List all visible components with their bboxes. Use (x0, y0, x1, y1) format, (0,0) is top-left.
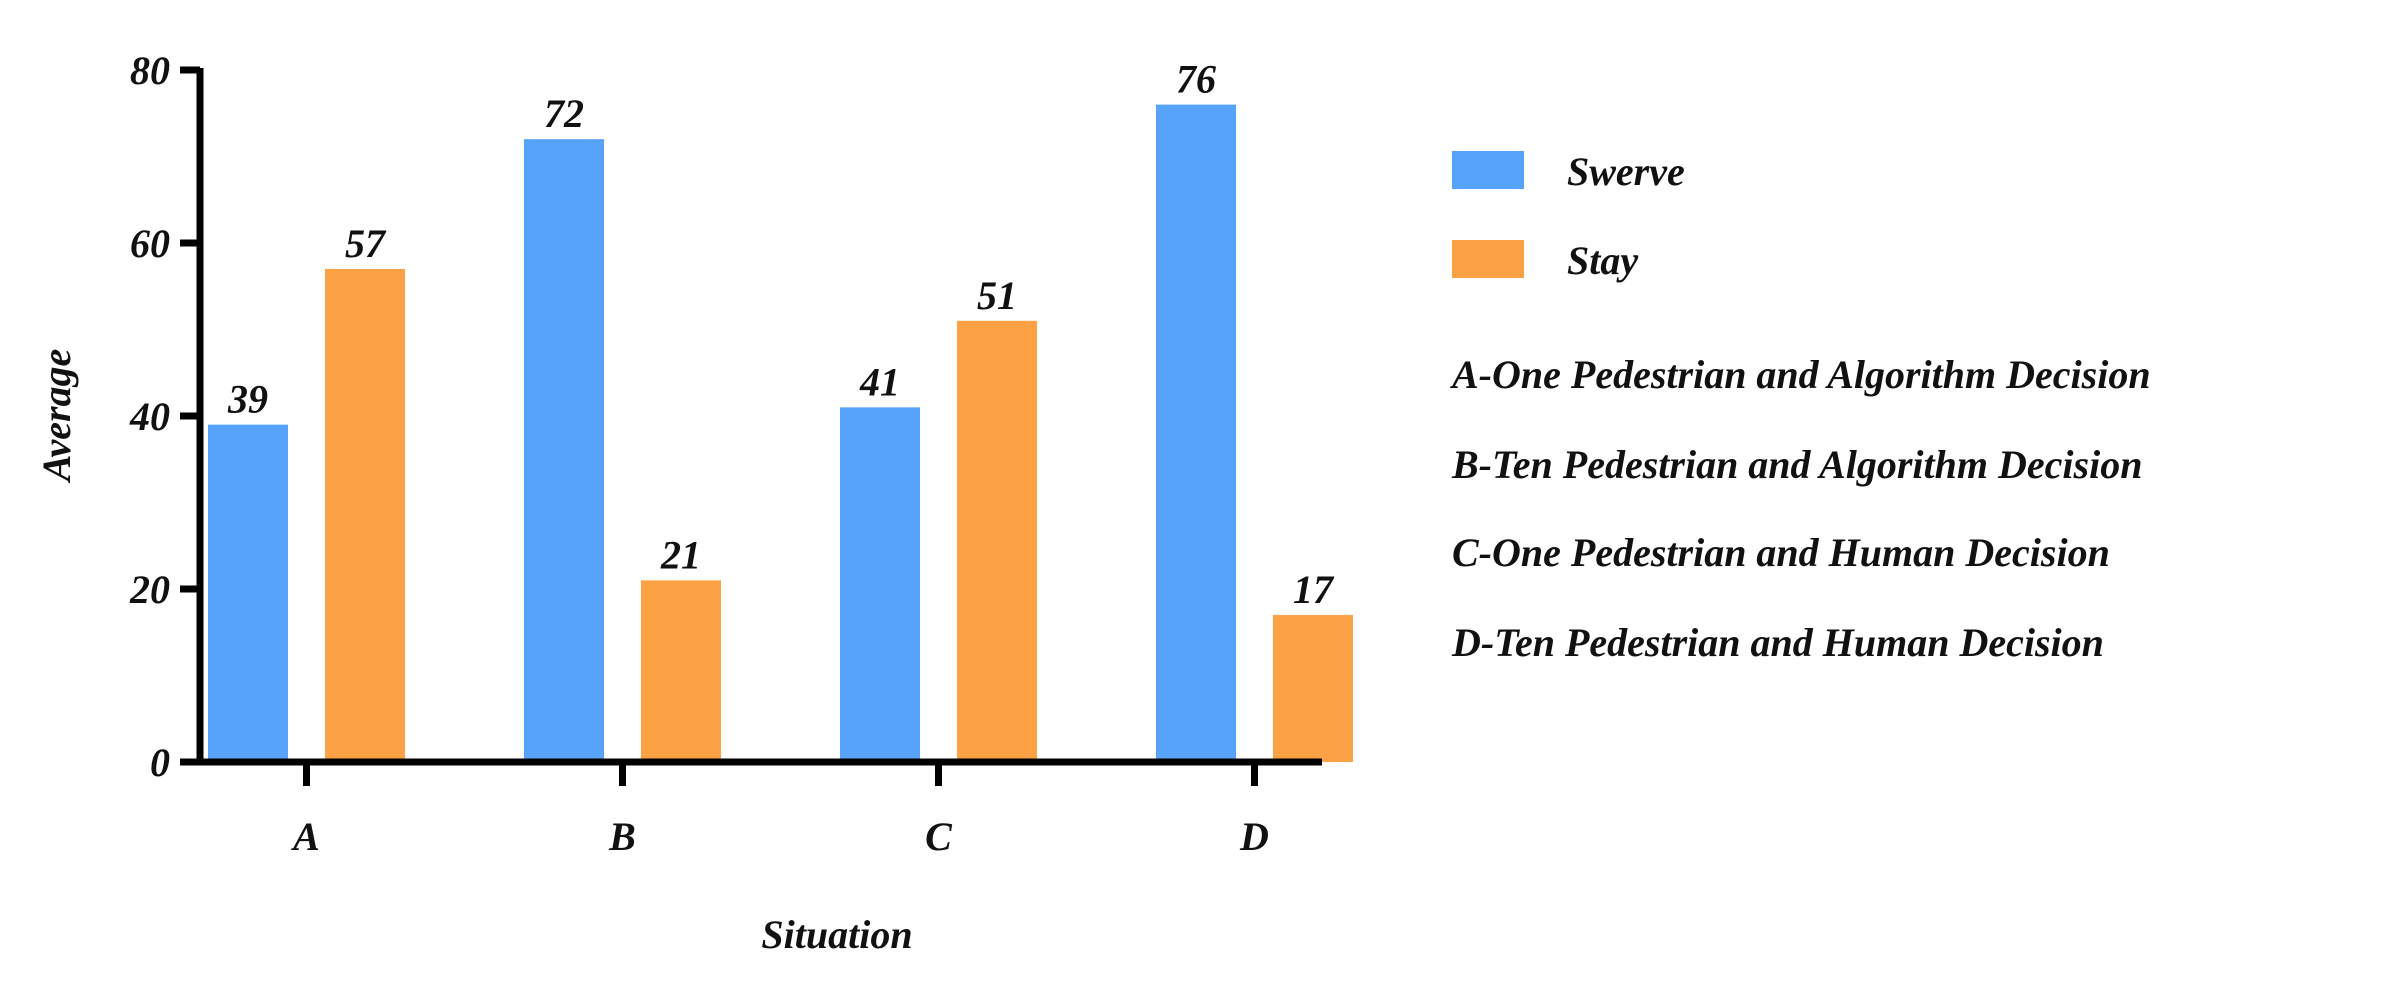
bar-stay-a (325, 268, 405, 762)
bar-stay-b (641, 580, 721, 762)
data-label-stay-c: 51 (977, 273, 1017, 318)
legend-swatch-stay (1452, 240, 1524, 278)
y-axis-title: Average (34, 349, 79, 485)
data-label-stay-d: 17 (1293, 567, 1335, 612)
bars-layer (208, 104, 1353, 763)
y-tick-label-0: 0 (150, 740, 170, 785)
category-notes: A-One Pedestrian and Algorithm Decision … (1449, 352, 2151, 665)
x-tick-label-d: D (1239, 814, 1269, 859)
legend-label-stay: Stay (1567, 238, 1638, 283)
category-note-d: D-Ten Pedestrian and Human Decision (1451, 620, 2104, 665)
legend-swatch-swerve (1452, 151, 1524, 189)
data-labels: 39 57 72 21 41 51 76 17 (227, 57, 1335, 612)
x-axis-title: Situation (761, 912, 912, 957)
x-ticks: A B C D (290, 762, 1269, 859)
x-tick-label-a: A (290, 814, 320, 859)
category-note-a: A-One Pedestrian and Algorithm Decision (1449, 352, 2151, 397)
y-tick-label-80: 80 (130, 48, 170, 93)
legend: Swerve Stay (1452, 149, 1685, 283)
bar-swerve-c (840, 407, 920, 762)
y-tick-label-60: 60 (130, 221, 170, 266)
bar-swerve-b (524, 139, 604, 762)
category-note-b: B-Ten Pedestrian and Algorithm Decision (1451, 442, 2142, 487)
y-ticks: 0 20 40 60 80 (129, 48, 200, 785)
bar-swerve-d (1156, 104, 1236, 763)
y-tick-label-40: 40 (129, 394, 170, 439)
bar-stay-c (957, 320, 1037, 762)
data-label-stay-b: 21 (660, 532, 701, 577)
data-label-swerve-a: 39 (227, 377, 268, 422)
y-tick-label-20: 20 (129, 567, 170, 612)
data-label-stay-a: 57 (345, 221, 387, 266)
x-tick-label-b: B (608, 814, 636, 859)
data-label-swerve-d: 76 (1176, 57, 1216, 102)
bar-swerve-a (208, 424, 288, 762)
data-label-swerve-c: 41 (859, 359, 900, 404)
legend-label-swerve: Swerve (1567, 149, 1685, 194)
category-note-c: C-One Pedestrian and Human Decision (1452, 530, 2110, 575)
x-tick-label-c: C (925, 814, 953, 859)
bar-stay-d (1273, 614, 1353, 762)
data-label-swerve-b: 72 (544, 91, 584, 136)
